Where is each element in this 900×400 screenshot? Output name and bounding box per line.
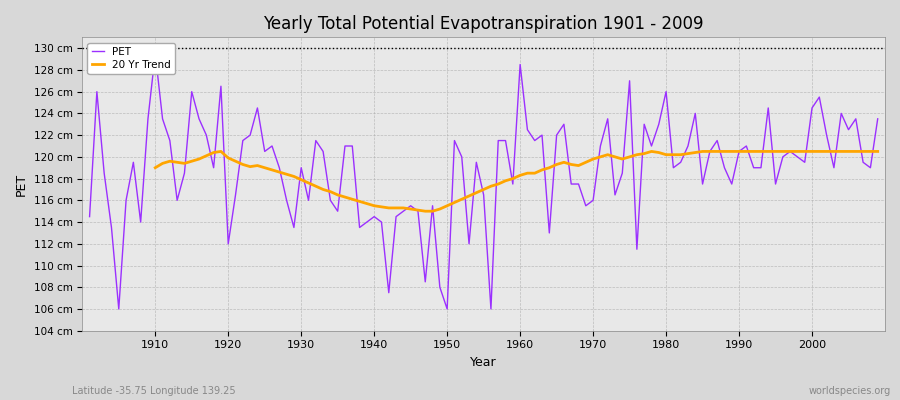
- PET: [150, 51, 161, 56]
- 20 Yr Trend: [296, 177, 307, 182]
- Text: Latitude -35.75 Longitude 139.25: Latitude -35.75 Longitude 139.25: [72, 386, 236, 396]
- PET: [362, 220, 373, 224]
- 20 Yr Trend: [829, 149, 840, 154]
- 20 Yr Trend: [850, 149, 861, 154]
- PET: [318, 149, 328, 154]
- PET: [616, 171, 627, 176]
- Line: PET: PET: [90, 54, 878, 309]
- 20 Yr Trend: [325, 189, 336, 194]
- Title: Yearly Total Potential Evapotranspiration 1901 - 2009: Yearly Total Potential Evapotranspiratio…: [264, 15, 704, 33]
- 20 Yr Trend: [595, 154, 606, 159]
- PET: [522, 127, 533, 132]
- Y-axis label: PET: PET: [15, 172, 28, 196]
- 20 Yr Trend: [536, 168, 547, 172]
- PET: [158, 116, 168, 121]
- PET: [872, 116, 883, 121]
- PET: [529, 138, 540, 143]
- PET: [113, 306, 124, 311]
- PET: [85, 214, 95, 219]
- Legend: PET, 20 Yr Trend: PET, 20 Yr Trend: [87, 42, 176, 74]
- 20 Yr Trend: [872, 149, 883, 154]
- 20 Yr Trend: [420, 209, 431, 214]
- Line: 20 Yr Trend: 20 Yr Trend: [156, 152, 878, 211]
- Text: worldspecies.org: worldspecies.org: [809, 386, 891, 396]
- 20 Yr Trend: [215, 149, 226, 154]
- X-axis label: Year: Year: [471, 356, 497, 369]
- 20 Yr Trend: [150, 165, 161, 170]
